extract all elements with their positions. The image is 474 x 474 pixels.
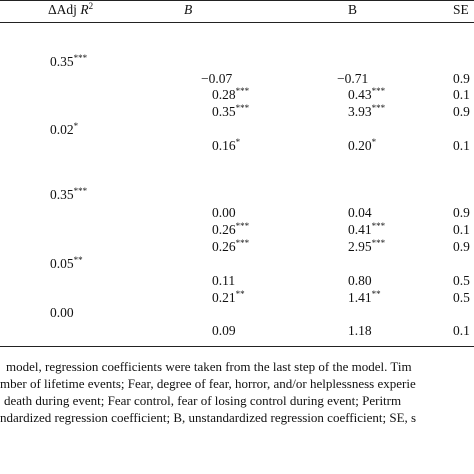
se-value: 0.1	[453, 222, 470, 237]
b-unstd-value: 3.93***	[348, 103, 386, 120]
adj-r2-value: 0.35***	[50, 186, 88, 203]
b-unstd-value: 1.18	[348, 323, 372, 338]
b-std-value: 0.21**	[212, 289, 245, 306]
se-value: 0.9	[453, 239, 470, 254]
adj-r-var: R	[80, 2, 89, 17]
adj-r2-value: 0.35***	[50, 53, 88, 70]
b-std-value: 0.16*	[212, 137, 241, 154]
table-note-line: ndardized regression coefficient; B, uns…	[0, 410, 417, 425]
b-unstd-value: 0.80	[348, 273, 372, 288]
table-top-rule	[0, 0, 474, 1]
b-unstd-value: 2.95***	[348, 238, 386, 255]
se-value: 0.5	[453, 290, 470, 305]
adj-prefix: ΔAdj	[48, 2, 81, 17]
b-std-value: 0.35***	[212, 103, 250, 120]
se-value: 0.1	[453, 323, 470, 338]
column-header-b-unstandardized: B	[348, 2, 358, 17]
se-value: 0.9	[453, 205, 470, 220]
b-unstd-value: 0.41***	[348, 221, 386, 238]
b-unstd-value: 1.41**	[348, 289, 381, 306]
column-header-adj-r2: ΔAdj R2	[48, 2, 93, 18]
b-std-value: 0.11	[212, 273, 236, 288]
column-header-se: SE	[453, 2, 469, 17]
adj-r2-value: 0.02*	[50, 121, 79, 138]
table-header-rule	[0, 22, 474, 23]
b-std-value: 0.26***	[212, 238, 250, 255]
se-value: 0.1	[453, 87, 470, 102]
se-value: 0.5	[453, 273, 470, 288]
b-std-value: 0.00	[212, 205, 236, 220]
adj-r-sup: 2	[88, 1, 94, 11]
column-header-b-standardized: B	[184, 2, 193, 17]
se-value: 0.9	[453, 104, 470, 119]
b-unstd-value: −0.71	[337, 71, 369, 86]
b-std-value: 0.09	[212, 323, 236, 338]
se-value: 0.9	[453, 71, 470, 86]
b-unstd-value: 0.20*	[348, 137, 377, 154]
b-std-value: 0.28***	[212, 86, 250, 103]
se-value: 0.1	[453, 138, 470, 153]
table-note-line: mber of lifetime events; Fear, degree of…	[0, 376, 416, 391]
b-std-value: 0.26***	[212, 221, 250, 238]
b-std-value: −0.07	[201, 71, 233, 86]
b-unstd-value: 0.04	[348, 205, 372, 220]
table-note-line: death during event; Fear control, fear o…	[4, 393, 402, 408]
table-bottom-rule	[0, 346, 474, 347]
adj-r2-value: 0.05**	[50, 255, 83, 272]
table-note-line: model, regression coefficients were take…	[6, 359, 412, 374]
adj-r2-value: 0.00	[50, 305, 74, 320]
b-unstd-value: 0.43***	[348, 86, 386, 103]
